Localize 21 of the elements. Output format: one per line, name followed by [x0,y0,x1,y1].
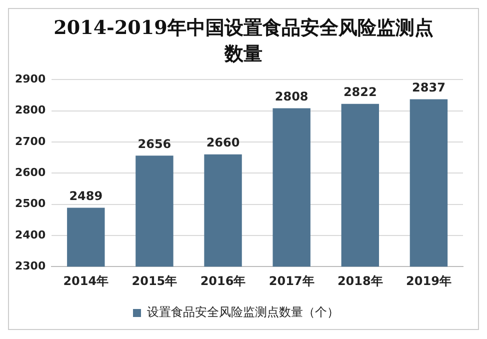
chart-title: 2014-2019年中国设置食品安全风险监测点数量 [54,16,434,67]
x-tick-label: 2014年 [63,274,109,288]
x-tick-label: 2017年 [268,274,314,288]
y-tick-label: 2500 [14,197,46,210]
x-tick-label: 2018年 [337,274,383,288]
data-label: 2822 [343,85,377,100]
y-tick-label: 2800 [14,104,46,117]
x-tick-label: 2015年 [132,274,178,288]
y-tick-label: 2300 [14,259,46,272]
x-tick-label: 2019年 [406,274,452,288]
y-tick-label: 2700 [14,134,46,148]
y-tick-label: 2900 [14,72,46,86]
data-label: 2489 [69,188,103,203]
x-tick-label: 2016年 [200,274,246,288]
legend-label: 设置食品安全风险监测点数量（个） [147,305,339,320]
y-tick-label: 2400 [14,228,46,242]
data-label: 2660 [206,136,240,150]
data-label: 2837 [412,80,446,94]
data-label: 2808 [274,89,308,104]
y-tick-label: 2600 [14,166,46,179]
data-label: 2656 [138,136,172,151]
